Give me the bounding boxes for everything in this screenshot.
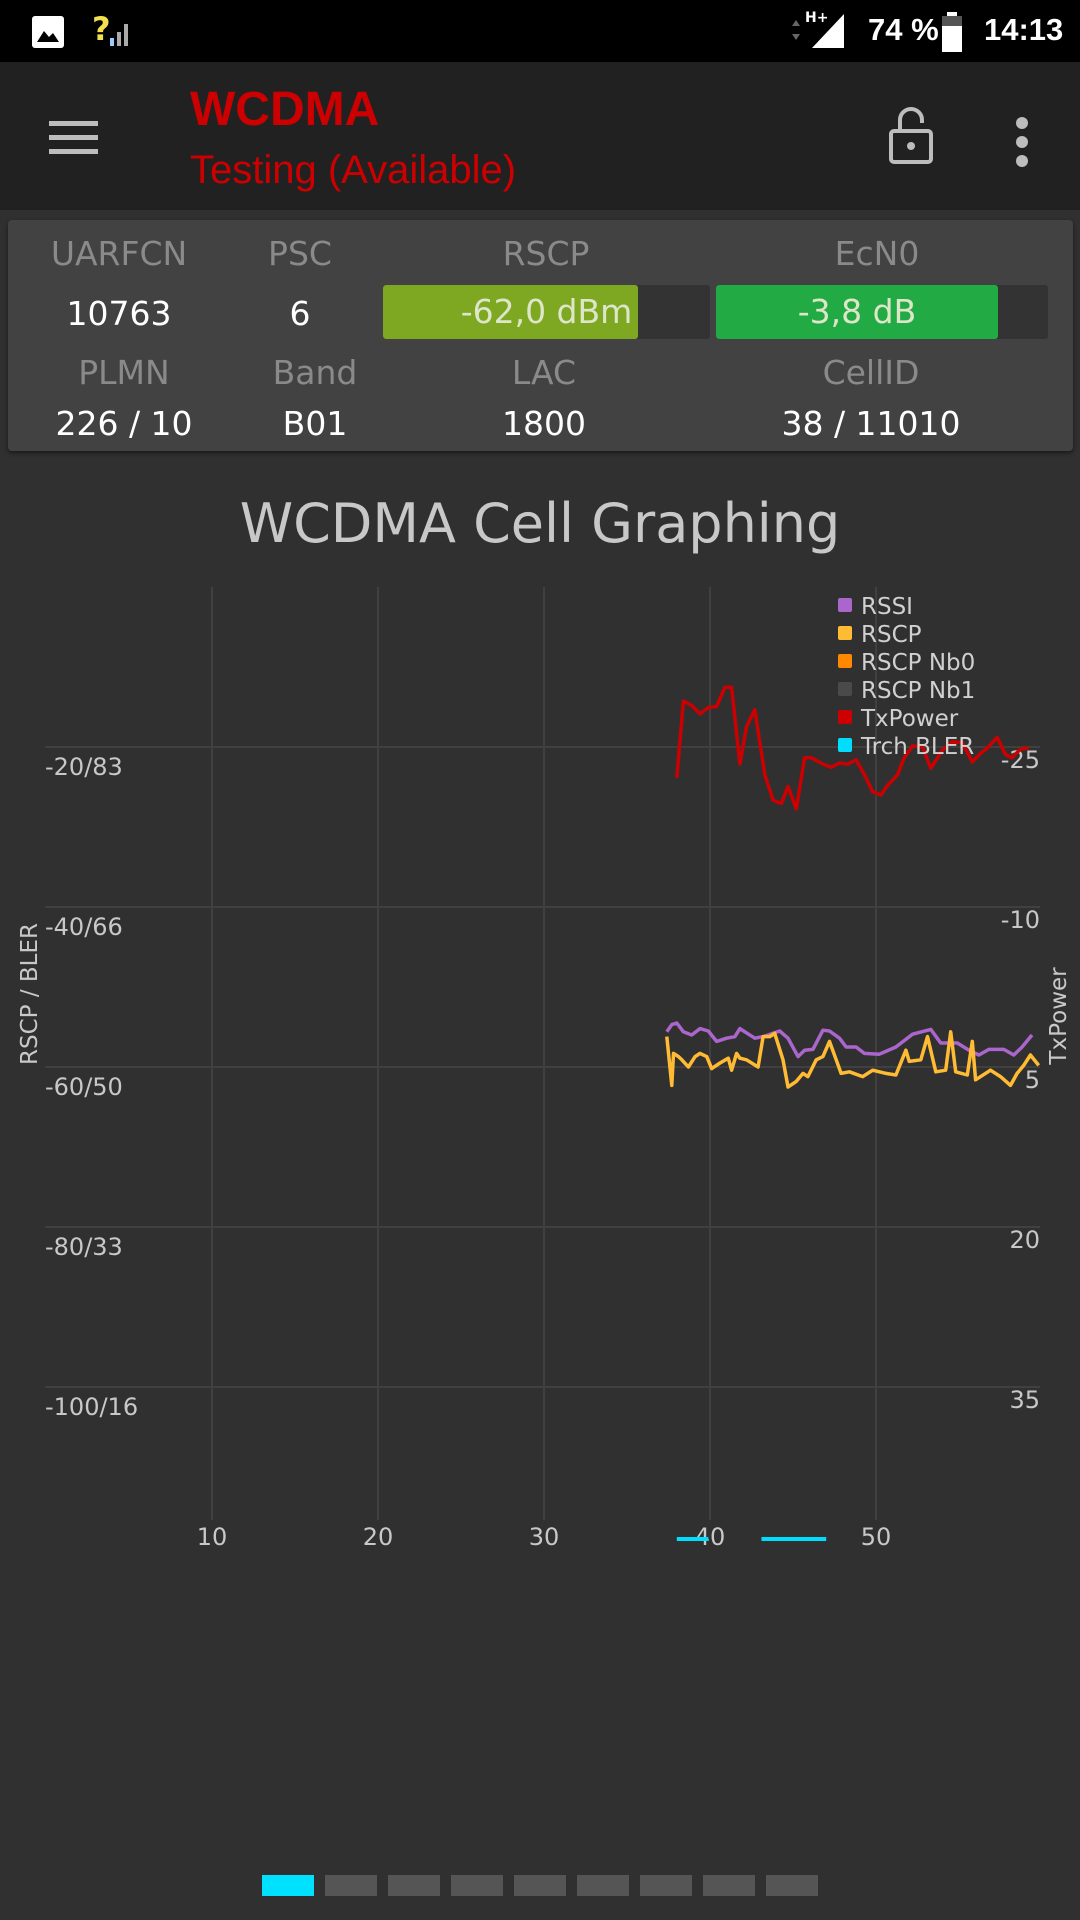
rscp-nb0-legend-label: RSCP Nb0 bbox=[861, 650, 975, 676]
rscp-line bbox=[665, 1030, 1041, 1089]
menu-icon[interactable] bbox=[49, 121, 98, 163]
rscp-legend-swatch bbox=[838, 626, 852, 640]
page-dot[interactable] bbox=[703, 1875, 755, 1896]
mobile-signal-icon bbox=[792, 14, 844, 48]
ecn0-bar-fill: -3,8 dB bbox=[716, 285, 999, 339]
uarfcn-value: 10763 bbox=[66, 294, 172, 333]
x-tick-label: 20 bbox=[363, 1523, 394, 1551]
battery-percent: 74 % bbox=[868, 12, 939, 47]
rscp-nb1-legend-swatch bbox=[838, 682, 852, 696]
page-dot[interactable] bbox=[514, 1875, 566, 1896]
x-tick-label: 30 bbox=[529, 1523, 560, 1551]
status-bar: ? H+ 74 % 14:13 bbox=[0, 0, 1080, 62]
plmn-label: PLMN bbox=[78, 353, 170, 392]
rssi-line bbox=[665, 1021, 1034, 1059]
psc-value: 6 bbox=[289, 294, 311, 333]
rscp-value: -62,0 dBm bbox=[460, 292, 633, 331]
page-dot-active[interactable] bbox=[262, 1875, 314, 1896]
rscp-nb1-legend-label: RSCP Nb1 bbox=[861, 678, 975, 704]
page-dot[interactable] bbox=[766, 1875, 818, 1896]
rssi-legend-label: RSSI bbox=[861, 594, 913, 620]
y-tick-label: -20/83 bbox=[45, 753, 123, 781]
signal-bars-icon bbox=[110, 24, 128, 46]
plmn-value: 226 / 10 bbox=[55, 404, 193, 443]
page-dot[interactable] bbox=[451, 1875, 503, 1896]
ecn0-value: -3,8 dB bbox=[797, 292, 917, 331]
page-dot[interactable] bbox=[388, 1875, 440, 1896]
y-axis-title: RSCP / BLER bbox=[17, 923, 43, 1065]
txpower-line bbox=[675, 685, 1029, 811]
trch-bler-legend-swatch bbox=[838, 738, 852, 752]
trch-bler-legend-label: Trch BLER bbox=[860, 734, 974, 760]
no-sim-icon: ? bbox=[92, 10, 111, 48]
band-label: Band bbox=[272, 353, 358, 392]
y-tick-label: -60/50 bbox=[45, 1073, 123, 1101]
y2-tick-label: 5 bbox=[1025, 1066, 1040, 1094]
x-tick-label: 50 bbox=[861, 1523, 892, 1551]
ecn0-bar: -3,8 dB bbox=[716, 285, 1048, 339]
clock: 14:13 bbox=[984, 12, 1064, 47]
page-dot[interactable] bbox=[640, 1875, 692, 1896]
txpower-legend-label: TxPower bbox=[860, 706, 959, 732]
band-value: B01 bbox=[282, 404, 348, 443]
y2-axis-title: TxPower bbox=[1046, 967, 1072, 1066]
y-tick-label: -80/33 bbox=[45, 1233, 123, 1261]
page-dot[interactable] bbox=[577, 1875, 629, 1896]
ecn0-label: EcN0 bbox=[834, 234, 920, 273]
page-indicator bbox=[0, 1875, 1080, 1897]
rscp-label: RSCP bbox=[502, 234, 590, 273]
rscp-legend-label: RSCP bbox=[861, 622, 922, 648]
overflow-menu-icon[interactable] bbox=[1016, 117, 1028, 174]
y-tick-label: -100/16 bbox=[45, 1393, 138, 1421]
unlock-icon[interactable] bbox=[888, 105, 934, 165]
cellid-label: CellID bbox=[822, 353, 920, 392]
x-tick-label: 10 bbox=[197, 1523, 228, 1551]
psc-label: PSC bbox=[268, 234, 332, 273]
y2-tick-label: 20 bbox=[1009, 1226, 1040, 1254]
page-dot[interactable] bbox=[325, 1875, 377, 1896]
chart-title: WCDMA Cell Graphing bbox=[239, 492, 841, 555]
y2-tick-label: -10 bbox=[1001, 906, 1040, 934]
network-type-label: H+ bbox=[805, 10, 829, 26]
lac-label: LAC bbox=[511, 353, 577, 392]
rscp-bar: -62,0 dBm bbox=[383, 285, 710, 339]
gallery-notification-icon bbox=[32, 16, 64, 48]
rscp-bar-fill: -62,0 dBm bbox=[383, 285, 639, 339]
rssi-legend-swatch bbox=[838, 598, 852, 612]
battery-icon bbox=[942, 12, 962, 52]
txpower-legend-swatch bbox=[838, 710, 852, 724]
y2-tick-label: 35 bbox=[1009, 1386, 1040, 1414]
app-title: WCDMA bbox=[190, 83, 380, 136]
rscp-nb0-legend-swatch bbox=[838, 654, 852, 668]
app-bar bbox=[0, 62, 1080, 210]
uarfcn-label: UARFCN bbox=[50, 234, 188, 273]
cellid-value: 38 / 11010 bbox=[781, 404, 961, 443]
lac-value: 1800 bbox=[502, 404, 586, 443]
y-tick-label: -40/66 bbox=[45, 913, 123, 941]
app-subtitle: Testing (Available) bbox=[190, 148, 517, 192]
